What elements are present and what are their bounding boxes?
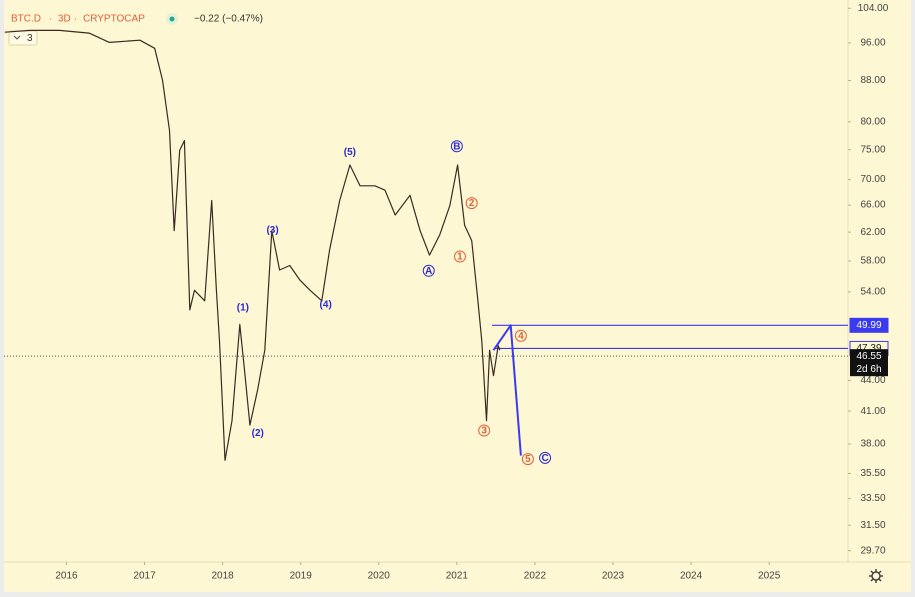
y-tick-label: 31.50: [860, 520, 885, 531]
x-tick-label: 2016: [55, 571, 78, 582]
y-tick-label: 35.50: [860, 468, 885, 479]
y-tick-label: 66.00: [860, 200, 885, 211]
wave-label: (4): [320, 299, 332, 310]
wave-label: 1: [457, 252, 463, 263]
y-tick-label: 80.00: [860, 116, 885, 127]
y-tick-label: 38.00: [860, 439, 885, 450]
annotation-circle: [422, 264, 435, 277]
indicator-count: 3: [27, 33, 33, 44]
y-tick-label: 96.00: [860, 38, 885, 49]
price-label: 47.39: [856, 343, 881, 354]
symbol: BTC.D: [11, 14, 41, 25]
separator: ·: [74, 14, 77, 25]
price-label-box: [849, 317, 889, 333]
wave-label: 3: [481, 426, 487, 437]
y-tick-label: 41.00: [860, 406, 885, 417]
interval: 3D: [58, 14, 71, 25]
header: BTC.D · 3D · CRYPTOCAP −0.22 (−0.47%) 3: [8, 13, 263, 46]
x-tick-label: 2023: [602, 571, 625, 582]
wave-label: (5): [344, 147, 356, 158]
wave-label: 4: [518, 331, 524, 342]
wave-label: (1): [237, 303, 249, 314]
status-dot: [169, 16, 175, 22]
price-line: [492, 324, 522, 456]
chart-background: [4, 0, 911, 592]
exchange: CRYPTOCAP: [83, 14, 145, 25]
x-tick-label: 2025: [758, 571, 781, 582]
separator: ·: [49, 14, 52, 25]
y-tick-label: 70.00: [860, 174, 885, 185]
chevron: [13, 35, 21, 40]
y-tick-label: 104.00: [858, 3, 889, 14]
countdown: 2d 6h: [856, 364, 881, 375]
change: −0.22 (−0.47%): [194, 14, 263, 25]
price-label: 49.99: [856, 320, 881, 331]
last-price-label: 46.55: [856, 351, 881, 362]
legend-toggle[interactable]: [8, 30, 38, 46]
x-tick-label: 2019: [290, 571, 313, 582]
settings[interactable]: [869, 569, 883, 583]
wave-label: C: [541, 453, 548, 464]
x-tick-label: 2017: [133, 571, 156, 582]
annotation-circle: [465, 197, 478, 210]
annotation-circle: [521, 453, 534, 466]
y-tick-label: 75.00: [860, 144, 885, 155]
wave-label: 5: [525, 454, 531, 465]
y-tick-label: 29.70: [860, 545, 885, 556]
x-tick-label: 2018: [211, 571, 234, 582]
y-tick-label: 58.00: [860, 256, 885, 267]
x-tick-label: 2022: [524, 571, 547, 582]
y-tick-label: 44.00: [860, 375, 885, 386]
x-tick-label: 2020: [368, 571, 391, 582]
annotation-circle: [514, 329, 527, 342]
price-line: [4, 29, 501, 461]
y-tick-label: 33.50: [860, 493, 885, 504]
wave-label: A: [425, 266, 432, 277]
y-tick-label: 88.00: [860, 75, 885, 86]
y-tick-label: 62.00: [860, 227, 885, 238]
y-tick-label: 54.00: [860, 287, 885, 298]
x-tick-label: 2024: [680, 571, 703, 582]
annotation-circle: [539, 451, 552, 464]
annotation-circle: [478, 424, 491, 437]
annotation-circle: [453, 250, 466, 263]
wave-label: (3): [266, 225, 278, 236]
last-price-box: [850, 349, 888, 377]
x-tick-label: 2021: [446, 571, 469, 582]
wave-label: 2: [469, 198, 475, 209]
wave-label: B: [453, 141, 460, 152]
annotation-circle: [450, 140, 463, 153]
wave-label: (2): [252, 428, 264, 439]
gear-teeth: [869, 569, 883, 583]
